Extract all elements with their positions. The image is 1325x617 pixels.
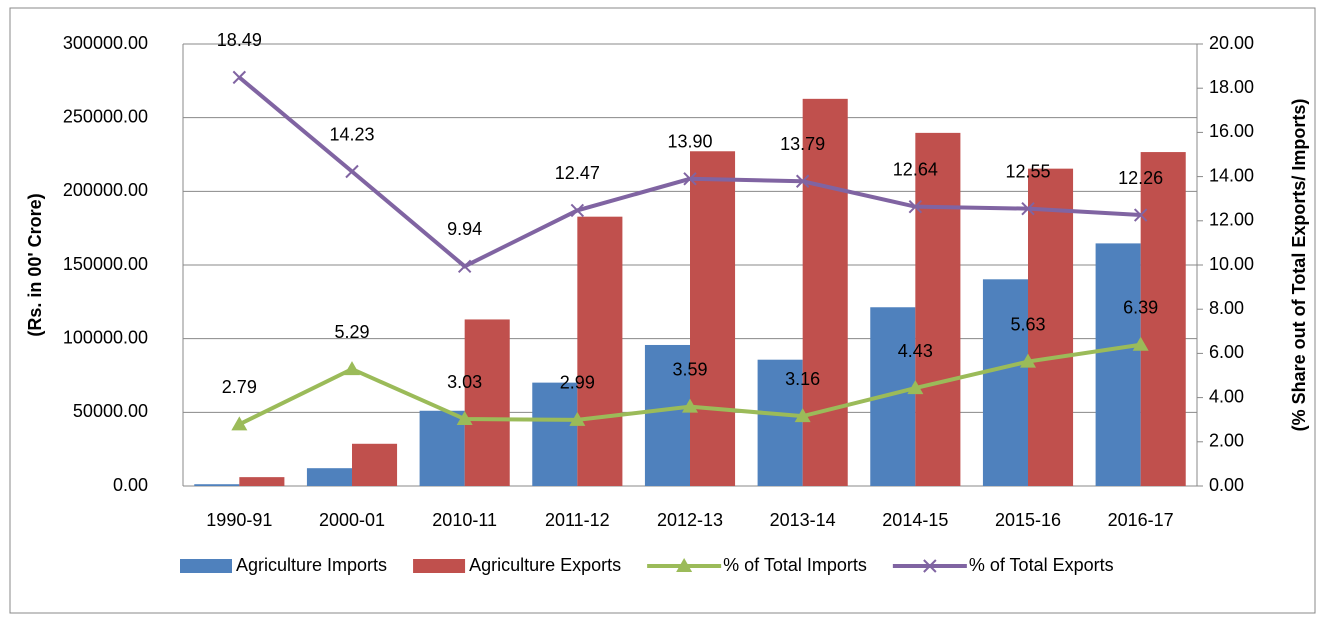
y-tick-label: 250000.00 (63, 106, 148, 126)
y2-tick-label: 10.00 (1209, 254, 1254, 274)
legend-label: % of Total Imports (723, 555, 867, 575)
y2-tick-label: 6.00 (1209, 342, 1244, 362)
y2-tick-label: 2.00 (1209, 431, 1244, 451)
data-label: 18.49 (217, 30, 262, 50)
bar (577, 216, 623, 486)
marker (1021, 201, 1035, 216)
data-label: 3.59 (672, 359, 707, 379)
bar (757, 359, 803, 486)
y-tick-label: 100000.00 (63, 327, 148, 347)
x-tick-label: 2016-17 (1108, 510, 1174, 530)
bar (306, 468, 352, 486)
data-label: 9.94 (447, 219, 482, 239)
marker (1132, 336, 1149, 351)
marker (676, 558, 693, 572)
data-label: 12.26 (1118, 168, 1163, 188)
bar (194, 484, 240, 486)
data-label: 12.47 (555, 163, 600, 183)
data-label: 5.29 (334, 322, 369, 342)
y2-axis-title: (% Share out of Total Exports/ Imports) (1289, 99, 1309, 432)
y2-tick-label: 20.00 (1209, 33, 1254, 53)
marker (923, 559, 937, 573)
legend-label: % of Total Exports (969, 555, 1114, 575)
bar (239, 477, 285, 486)
x-tick-label: 2013-14 (770, 510, 836, 530)
y-tick-label: 150000.00 (63, 254, 148, 274)
legend-swatch (413, 559, 466, 573)
marker (682, 398, 698, 413)
bar (690, 151, 736, 486)
bar (352, 443, 398, 486)
marker (456, 411, 473, 426)
bar (532, 382, 578, 486)
x-tick-label: 2000-01 (319, 510, 385, 530)
x-tick-label: 2012-13 (657, 510, 723, 530)
data-label: 14.23 (329, 124, 374, 144)
y-tick-label: 50000.00 (73, 401, 148, 421)
marker (1020, 353, 1036, 368)
y-tick-label: 0.00 (113, 475, 148, 495)
marker (232, 70, 247, 85)
data-label: 5.63 (1010, 314, 1045, 334)
bar (464, 319, 510, 486)
chart-border (9, 7, 1316, 614)
marker (570, 203, 585, 218)
marker (344, 361, 360, 376)
data-label: 12.64 (893, 159, 938, 179)
marker (795, 174, 810, 188)
data-label: 13.79 (780, 134, 825, 154)
marker (1133, 208, 1148, 222)
marker (569, 411, 586, 426)
bar (419, 410, 465, 486)
data-label: 12.55 (1005, 161, 1050, 181)
data-label: 6.39 (1123, 298, 1158, 318)
marker (907, 380, 924, 395)
y2-tick-label: 18.00 (1209, 77, 1254, 97)
y2-tick-label: 16.00 (1209, 121, 1254, 141)
x-tick-label: 2014-15 (882, 510, 948, 530)
data-label: 2.79 (222, 377, 257, 397)
bar (1095, 243, 1141, 486)
marker (794, 408, 811, 423)
data-label: 3.03 (447, 372, 482, 392)
y-tick-label: 300000.00 (63, 33, 148, 53)
x-tick-label: 2010-11 (432, 510, 497, 530)
bar (1140, 152, 1186, 487)
y2-tick-label: 0.00 (1209, 475, 1244, 495)
marker (908, 199, 923, 214)
legend-label: Agriculture Imports (236, 555, 387, 575)
marker (683, 172, 697, 186)
x-tick-label: 1990-91 (206, 510, 272, 530)
y2-tick-label: 4.00 (1209, 386, 1244, 406)
x-tick-label: 2015-16 (995, 510, 1061, 530)
bar (1028, 168, 1074, 486)
data-label: 3.16 (785, 369, 820, 389)
data-label: 4.43 (898, 341, 933, 361)
bar (982, 279, 1028, 486)
legend-label: Agriculture Exports (469, 555, 621, 575)
marker (345, 164, 359, 179)
y-axis-title: (Rs. in 00' Crore) (25, 193, 45, 336)
bar (915, 132, 961, 486)
y2-tick-label: 12.00 (1209, 210, 1254, 230)
data-label: 2.99 (560, 373, 595, 393)
legend-swatch (180, 559, 232, 573)
marker (231, 416, 248, 431)
x-tick-label: 2011-12 (545, 510, 610, 530)
bar (644, 344, 690, 486)
data-label: 13.90 (667, 132, 712, 152)
y2-tick-label: 14.00 (1209, 165, 1254, 185)
y2-tick-label: 8.00 (1209, 298, 1244, 318)
bar (802, 98, 848, 487)
marker (457, 259, 472, 274)
y-tick-label: 200000.00 (63, 180, 148, 200)
